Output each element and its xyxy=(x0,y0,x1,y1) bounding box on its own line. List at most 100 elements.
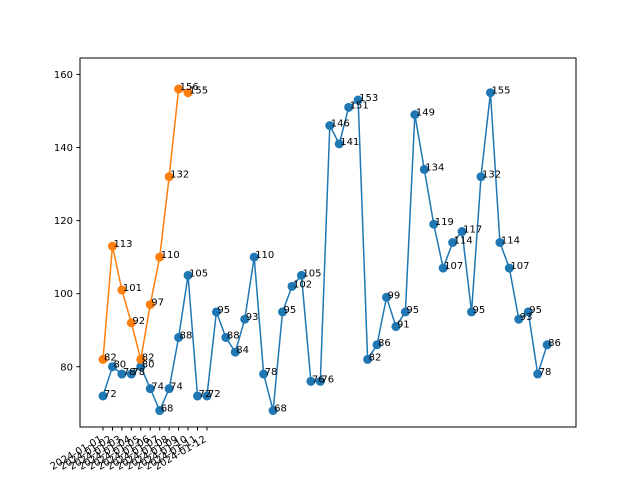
series-1-data-label: 80 xyxy=(113,360,126,371)
series-1-point xyxy=(542,340,552,350)
series-1-point xyxy=(296,270,306,280)
series-1-data-label: 86 xyxy=(548,338,561,349)
series-1-point xyxy=(306,376,316,386)
series-1-point xyxy=(278,307,288,317)
series-1-point xyxy=(353,95,363,105)
series-1-data-label: 110 xyxy=(255,250,274,261)
series-1-point xyxy=(183,270,193,280)
series-1-point xyxy=(325,121,335,131)
series-points xyxy=(98,84,552,416)
y-tick-label: 160 xyxy=(54,70,73,81)
series-1-point xyxy=(126,369,136,379)
series-1-point xyxy=(259,369,269,379)
series-1-data-label: 95 xyxy=(284,305,297,316)
data-labels: 7280787880746874881057272958884931107868… xyxy=(104,82,561,415)
y-tick-label: 120 xyxy=(54,216,73,227)
series-2-point xyxy=(136,354,146,364)
series-1-data-label: 74 xyxy=(151,382,164,393)
series-1-data-label: 99 xyxy=(388,290,401,301)
series-1-data-label: 95 xyxy=(473,305,486,316)
series-1-data-label: 114 xyxy=(454,236,473,247)
series-2-data-label: 101 xyxy=(123,283,142,294)
series-1-point xyxy=(211,307,221,317)
series-2-data-label: 113 xyxy=(113,239,132,250)
series-2-data-label: 92 xyxy=(132,316,145,327)
series-1-data-label: 91 xyxy=(397,320,410,331)
series-2-point xyxy=(164,172,174,182)
series-1-data-label: 78 xyxy=(132,367,145,378)
series-1-data-label: 114 xyxy=(501,236,520,247)
series-1-data-label: 78 xyxy=(123,367,136,378)
series-1-data-label: 78 xyxy=(539,367,552,378)
series-1-point xyxy=(514,314,524,324)
series-1-point xyxy=(504,263,514,273)
series-1-point xyxy=(98,391,108,401)
series-1-data-label: 149 xyxy=(416,108,435,119)
series-1-data-label: 105 xyxy=(189,268,208,279)
series-1-point xyxy=(372,340,382,350)
series-1-point xyxy=(485,88,495,98)
series-1-data-label: 68 xyxy=(161,404,174,415)
y-axis: 80 100 120 140 160 xyxy=(54,70,80,373)
series-1-point xyxy=(429,219,439,229)
series-1-point xyxy=(382,292,391,302)
series-1-data-label: 86 xyxy=(378,338,391,349)
series-1-point xyxy=(193,391,202,401)
series-1-point xyxy=(164,384,174,394)
series-1-data-label: 102 xyxy=(293,279,312,290)
series-1-data-label: 68 xyxy=(274,404,287,415)
series-1-point xyxy=(457,227,467,237)
series-2-data-label: 110 xyxy=(161,250,180,261)
series-1-point xyxy=(136,362,146,372)
series-1-point xyxy=(495,238,505,247)
series-2-point xyxy=(117,285,127,295)
series-1-point xyxy=(287,281,297,291)
series-1-point xyxy=(221,332,231,342)
series-1-data-label: 95 xyxy=(217,305,230,316)
plot-area-frame xyxy=(79,57,577,428)
y-tick-label: 100 xyxy=(54,289,73,300)
series-1-point xyxy=(145,384,155,394)
series-1-point xyxy=(476,172,486,182)
series-1-data-label: 107 xyxy=(510,261,529,272)
y-tick-label: 140 xyxy=(54,143,73,154)
series-1-data-label: 117 xyxy=(463,225,482,236)
series-1-point xyxy=(448,238,458,247)
series-2-data-label: 97 xyxy=(151,298,164,309)
series-1-data-label: 80 xyxy=(142,360,155,371)
series-2-point xyxy=(107,241,117,251)
series-2-point xyxy=(174,84,184,94)
series-1-point xyxy=(174,332,184,342)
series-1-data-label: 88 xyxy=(180,330,193,341)
series-2-data-label: 155 xyxy=(189,86,208,97)
series-1-data-label: 134 xyxy=(425,162,444,173)
series-1-data-label: 74 xyxy=(170,382,183,393)
series-2-point xyxy=(183,88,193,98)
series-1-line xyxy=(102,92,548,413)
series-1-point xyxy=(268,406,278,416)
series-1-point xyxy=(240,314,250,324)
series-1-data-label: 78 xyxy=(265,367,278,378)
y-tick-label: 80 xyxy=(60,362,73,373)
series-1-data-label: 82 xyxy=(369,352,382,363)
series-1-point xyxy=(202,391,212,401)
series-lines xyxy=(102,87,548,413)
series-1-data-label: 76 xyxy=(312,374,325,385)
series-1-point xyxy=(523,307,533,317)
series-2-data-label: 132 xyxy=(170,170,189,181)
x-axis: 2024-01-012024-01-022024-01-032024-01-04… xyxy=(49,427,208,473)
series-1-data-label: 155 xyxy=(491,86,510,97)
series-1-data-label: 84 xyxy=(236,345,249,356)
series-1-data-label: 132 xyxy=(482,170,501,181)
series-1-data-label: 93 xyxy=(520,312,533,323)
series-1-point xyxy=(438,263,448,273)
series-1-data-label: 72 xyxy=(104,389,117,400)
series-1-data-label: 93 xyxy=(246,312,259,323)
series-2-data-label: 82 xyxy=(142,352,155,363)
series-1-data-label: 88 xyxy=(227,330,240,341)
series-1-data-label: 76 xyxy=(321,374,334,385)
series-1-data-label: 95 xyxy=(406,305,419,316)
series-1-data-label: 153 xyxy=(359,93,378,104)
series-1-point xyxy=(467,307,477,317)
